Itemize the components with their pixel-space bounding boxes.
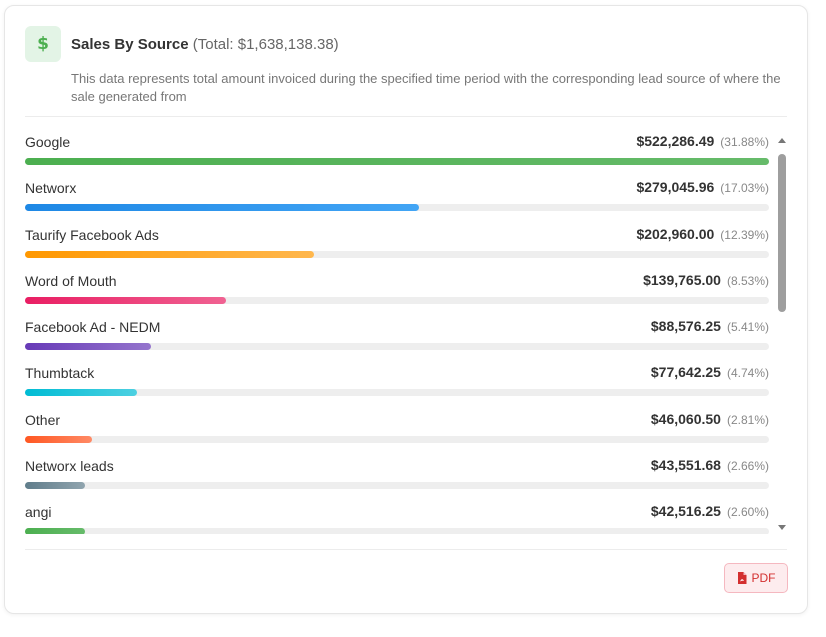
source-value-group: $279,045.96 (17.03%) (636, 179, 769, 197)
pdf-button-label: PDF (751, 571, 776, 585)
source-row-header: Google $522,286.49 (31.88%) (25, 132, 769, 152)
source-amount: $139,765.00 (643, 271, 721, 288)
source-label: Taurify Facebook Ads (25, 226, 159, 243)
progress-track (25, 158, 769, 165)
source-percent: (2.81%) (726, 412, 769, 427)
source-list: Google $522,286.49 (31.88%) Networx $279,045… (25, 124, 769, 534)
source-label: Google (25, 134, 71, 150)
source-percent: (4.74%) (726, 366, 769, 381)
scroll-thumb[interactable] (778, 154, 786, 312)
card-description: This data represents total amount invoic… (71, 71, 781, 104)
source-percent: (17.03%) (720, 181, 769, 196)
source-percent: (5.41%) (726, 320, 769, 335)
divider (25, 549, 787, 550)
progress-track (25, 343, 769, 351)
source-row-header: Networx $279,045.96 (17.03%) (25, 178, 769, 198)
source-list-container[interactable]: Google $522,286.49 (31.88%) Networx $279,045… (25, 124, 789, 534)
sales-by-source-card: $ Sales By Source (Total: $1,638,138.38)… (4, 5, 808, 614)
source-value-group: $77,642.25 (4.74%) (651, 364, 769, 382)
source-percent: (31.88%) (720, 135, 769, 149)
source-label: Other (25, 411, 61, 428)
progress-fill (25, 482, 85, 490)
source-row-header: Word of Mouth $139,765.00 (8.53%) (25, 271, 769, 291)
source-value-group: $43,551.68 (2.66%) (651, 457, 769, 475)
progress-fill (25, 204, 420, 212)
source-amount: $46,060.50 (650, 410, 721, 427)
source-amount: $42,516.25 (650, 503, 721, 520)
source-value-group: $46,060.50 (2.81%) (651, 411, 769, 429)
source-value-group: $139,765.00 (8.53%) (643, 272, 769, 290)
source-row: Networx leads $43,551.68 (2.66%) (25, 448, 769, 494)
source-amount: $522,286.49 (636, 133, 715, 149)
source-value-group: $202,960.00 (12.39%) (636, 226, 769, 244)
scrollbar[interactable] (775, 124, 789, 534)
source-label: Networx leads (25, 458, 114, 475)
progress-fill (25, 250, 315, 258)
source-percent: (12.39%) (720, 227, 769, 242)
pdf-file-icon (737, 572, 746, 584)
progress-fill (25, 158, 769, 165)
source-amount: $279,045.96 (636, 179, 715, 196)
source-row-header: Taurify Facebook Ads $202,960.00 (12.39%) (25, 225, 769, 245)
source-row-header: angi $42,516.25 (2.60%) (25, 502, 769, 522)
progress-track (25, 528, 769, 534)
source-row: Google $522,286.49 (31.88%) (25, 124, 769, 170)
source-row-header: Facebook Ad - NEDM $88,576.25 (5.41%) (25, 317, 769, 337)
progress-track (25, 204, 769, 212)
source-amount: $88,576.25 (650, 318, 721, 335)
title-text: Sales By Source (71, 36, 189, 53)
card-title: Sales By Source (Total: $1,638,138.38) (71, 36, 339, 53)
source-value-group: $42,516.25 (2.60%) (651, 503, 769, 521)
source-row-header: Thumbtack $77,642.25 (4.74%) (25, 363, 769, 383)
source-amount: $202,960.00 (636, 225, 715, 242)
progress-fill (25, 528, 85, 534)
source-label: Word of Mouth (25, 272, 117, 289)
source-percent: (2.60%) (726, 505, 769, 520)
scroll-down-arrow-icon[interactable] (778, 525, 786, 530)
source-label: Networx (25, 180, 77, 197)
progress-track (25, 296, 769, 304)
scroll-up-arrow-icon[interactable] (778, 138, 786, 143)
progress-track (25, 482, 769, 490)
progress-fill (25, 389, 138, 397)
progress-fill (25, 343, 152, 351)
source-percent: (2.66%) (726, 459, 769, 474)
source-row: Facebook Ad - NEDM $88,576.25 (5.41%) (25, 309, 769, 355)
source-row-header: Other $46,060.50 (2.81%) (25, 410, 769, 430)
progress-fill (25, 435, 92, 443)
progress-track (25, 435, 769, 443)
source-label: Facebook Ad - NEDM (25, 319, 161, 336)
source-label: angi (25, 504, 52, 521)
divider (25, 116, 787, 117)
source-amount: $43,551.68 (650, 457, 721, 474)
source-percent: (8.53%) (726, 273, 769, 288)
source-row: Networx $279,045.96 (17.03%) (25, 170, 769, 216)
dollar-icon: $ (25, 26, 61, 62)
progress-fill (25, 296, 226, 304)
total-amount: (Total: $1,638,138.38) (192, 36, 339, 53)
source-amount: $77,642.25 (650, 364, 721, 381)
source-row-header: Networx leads $43,551.68 (2.66%) (25, 456, 769, 476)
source-row: Other $46,060.50 (2.81%) (25, 402, 769, 448)
source-row: angi $42,516.25 (2.60%) (25, 494, 769, 534)
source-row: Taurify Facebook Ads $202,960.00 (12.39%) (25, 217, 769, 263)
source-label: Thumbtack (25, 365, 95, 382)
progress-track (25, 250, 769, 258)
source-value-group: $522,286.49 (31.88%) (636, 133, 769, 151)
progress-track (25, 389, 769, 397)
source-row: Thumbtack $77,642.25 (4.74%) (25, 355, 769, 401)
source-row: Word of Mouth $139,765.00 (8.53%) (25, 263, 769, 309)
pdf-export-button[interactable]: PDF (724, 563, 788, 593)
source-value-group: $88,576.25 (5.41%) (651, 318, 769, 336)
